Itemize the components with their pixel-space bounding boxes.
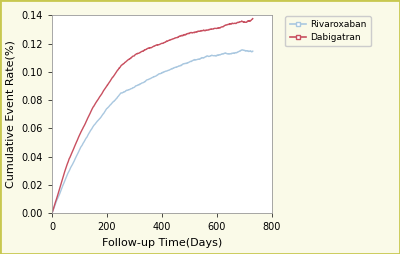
Y-axis label: Cumulative Event Rate(%): Cumulative Event Rate(%) <box>6 40 16 188</box>
X-axis label: Follow-up Time(Days): Follow-up Time(Days) <box>102 238 222 248</box>
Legend: Rivaroxaban, Dabigatran: Rivaroxaban, Dabigatran <box>285 16 370 46</box>
